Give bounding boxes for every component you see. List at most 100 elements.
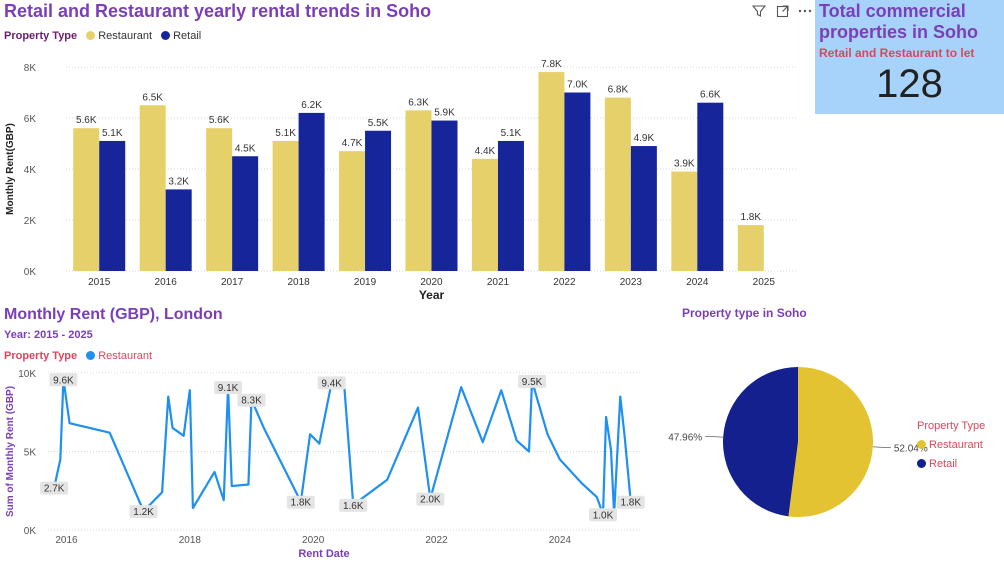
data-label: 6.6K (700, 90, 721, 101)
bar-retail (165, 189, 192, 271)
bar-chart-panel: Retail and Restaurant yearly rental tren… (0, 0, 814, 305)
point-label-bg (237, 393, 266, 407)
bar-retail (298, 112, 325, 272)
bar-retail (497, 140, 524, 271)
x-tick-label: 2024 (686, 277, 709, 288)
x-tick-label: 2018 (287, 277, 310, 288)
point-label-text: 9.5K (522, 377, 543, 388)
kpi-subtitle: Retail and Restaurant to let (819, 46, 975, 60)
y-tick-label: 5K (24, 448, 37, 459)
data-label: 5.1K (501, 128, 522, 139)
point-label-bg (286, 495, 315, 509)
y-tick-label: 0K (24, 526, 37, 537)
pie-legend-restaurant-marker (917, 440, 926, 449)
x-tick-label: 2025 (753, 277, 776, 288)
more-options-icon[interactable] (798, 4, 812, 23)
bar-restaurant (671, 171, 698, 271)
y-tick-label: 6K (24, 114, 37, 125)
data-label: 4.5K (235, 143, 256, 154)
point-label: 1.2K (129, 505, 158, 519)
point-label: 2.7K (40, 481, 69, 495)
pie-legend-restaurant[interactable]: Restaurant (917, 436, 985, 455)
bar-retail (431, 120, 458, 271)
bar-restaurant (206, 128, 233, 271)
point-label-text: 2.0K (420, 495, 441, 506)
pie-leader-line (872, 446, 891, 448)
line-chart-title: Monthly Rent (GBP), London (4, 306, 223, 323)
data-label: 6.2K (301, 100, 322, 111)
line-chart-legend: Property Type Restaurant (4, 350, 152, 362)
data-label: 5.6K (76, 115, 97, 126)
bar-retail (99, 140, 126, 271)
y-tick-label: 10K (18, 369, 36, 380)
data-label: 7.0K (567, 80, 588, 91)
bar-restaurant (405, 110, 432, 271)
line-legend-title: Property Type (4, 350, 78, 362)
focus-mode-icon[interactable] (776, 4, 790, 23)
point-label-bg (416, 492, 445, 506)
data-label: 3.2K (168, 176, 189, 187)
pie-data-label: 47.96% (668, 433, 702, 444)
y-axis-title: Monthly Rent(GBP) (5, 123, 16, 215)
legend-restaurant-label[interactable]: Restaurant (98, 30, 153, 42)
pie-legend-retail-marker (917, 459, 926, 468)
kpi-title: Total commercial properties in Soho (819, 1, 979, 42)
line-chart-subtitle: Year: 2015 - 2025 (4, 329, 93, 341)
pie-chart-title: Property type in Soho (682, 306, 807, 320)
y-tick-label: 2K (24, 216, 37, 227)
point-label-bg (40, 481, 69, 495)
pie-slice-retail (722, 367, 798, 517)
data-label: 5.6K (209, 115, 230, 126)
legend-retail-label[interactable]: Retail (173, 30, 202, 42)
line-legend-restaurant-label[interactable]: Restaurant (98, 350, 153, 362)
x-tick-label: 2017 (221, 277, 244, 288)
x-tick-label: 2022 (553, 277, 576, 288)
filter-icon[interactable] (751, 4, 767, 23)
bar-chart-title: Retail and Restaurant yearly rental tren… (4, 1, 432, 21)
pie-legend-title: Property Type (917, 420, 986, 432)
point-label-text: 1.8K (291, 498, 312, 509)
data-label: 5.9K (434, 108, 455, 119)
pie-legend-retail[interactable]: Retail (917, 455, 985, 474)
legend-title: Property Type (4, 30, 78, 42)
data-label: 7.8K (541, 59, 562, 70)
bar-restaurant (73, 128, 100, 271)
point-label-bg (518, 374, 547, 388)
point-label: 9.5K (518, 374, 547, 388)
kpi-card: Total commercial properties in Soho Reta… (815, 0, 1004, 114)
bar-chart-toolbar (751, 4, 812, 23)
x-tick-label: 2020 (302, 535, 325, 546)
x-tick-label: 2022 (425, 535, 448, 546)
line-legend-restaurant-marker (86, 351, 96, 360)
line-chart-panel: Monthly Rent (GBP), London Year: 2015 - … (0, 305, 660, 562)
data-label: 4.9K (634, 133, 655, 144)
point-label-bg (317, 376, 346, 390)
bar-restaurant (538, 72, 565, 271)
data-label: 6.8K (608, 85, 629, 96)
data-label: 6.5K (142, 92, 163, 103)
x-axis-title: Rent Date (298, 548, 349, 560)
point-label-text: 8.3K (241, 396, 262, 407)
point-label: 1.6K (339, 498, 368, 512)
x-tick-label: 2019 (354, 277, 377, 288)
bar-chart-svg: 0K 2K 4K 6K 8K Monthly Rent(GBP) Year 2015 5.6K 5… (5, 59, 797, 302)
data-label: 4.7K (342, 138, 363, 149)
legend-retail-marker (161, 31, 171, 40)
bar-retail (564, 92, 591, 271)
point-label-bg (589, 508, 617, 522)
pie-chart-panel: Property type in Soho 52.04% 47.96% Prope… (660, 305, 1004, 562)
bar-retail (697, 102, 724, 271)
bar-retail (365, 130, 392, 271)
line-series-restaurant (53, 378, 632, 516)
y-tick-label: 0K (24, 267, 37, 278)
x-tick-label: 2023 (620, 277, 643, 288)
y-axis-title: Sum of Monthly Rent (GBP) (5, 386, 16, 517)
pie-chart-svg: 52.04% 47.96% (668, 367, 928, 517)
data-label: 4.4K (475, 146, 496, 157)
point-label: 1.8K (616, 495, 645, 509)
point-label-text: 1.0K (593, 510, 614, 521)
point-label-bg (339, 498, 368, 512)
point-label-text: 9.4K (321, 378, 342, 389)
bar-retail (630, 146, 657, 271)
point-label-bg (214, 381, 243, 395)
